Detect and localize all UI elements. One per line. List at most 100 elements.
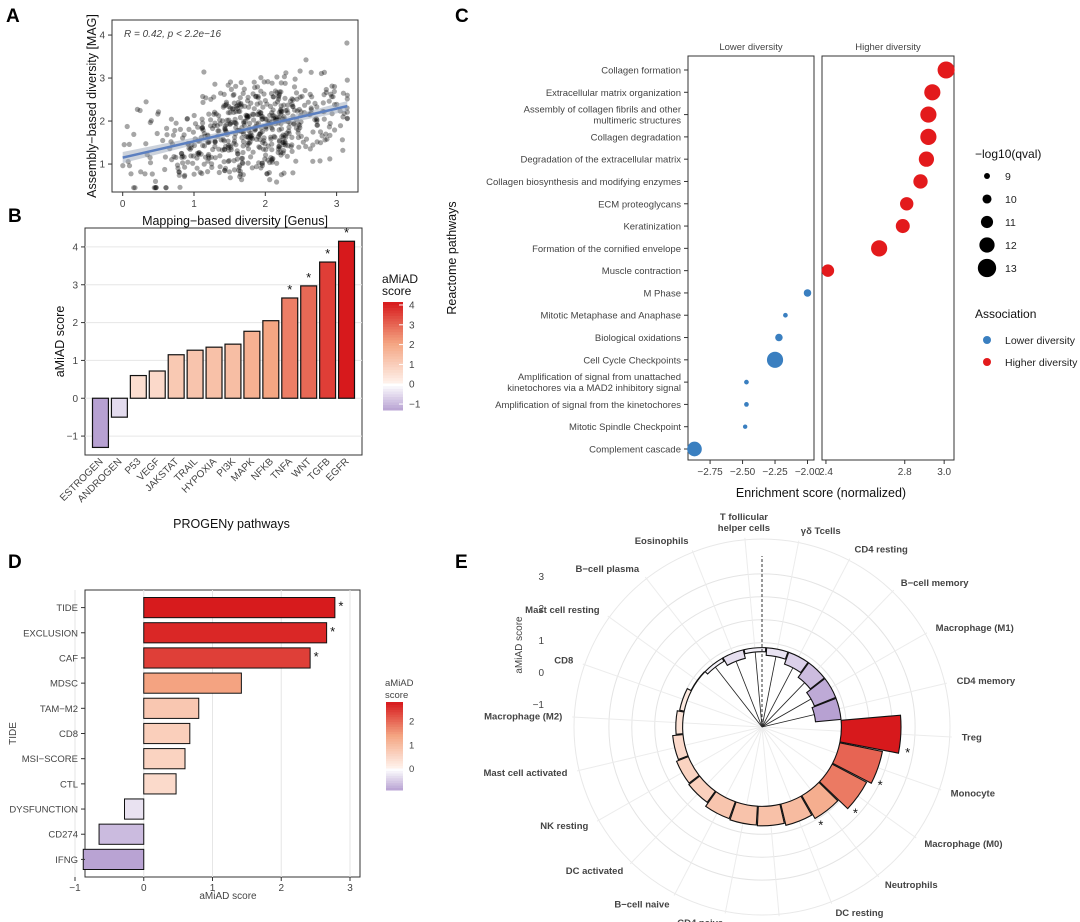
data-point — [285, 110, 291, 116]
colorbar-step — [383, 391, 403, 395]
data-point — [268, 155, 274, 161]
data-point — [290, 103, 296, 109]
data-point — [270, 107, 276, 113]
legend-title: aMiAD — [385, 678, 414, 689]
data-point — [276, 144, 282, 150]
data-point — [231, 167, 238, 173]
colorbar-step — [383, 315, 403, 319]
cell-type-label: B−cell memory — [901, 578, 970, 589]
colorbar-step — [386, 758, 403, 762]
data-point — [198, 151, 204, 157]
data-point — [344, 92, 350, 98]
pathway-dot — [744, 402, 749, 407]
data-point — [221, 138, 227, 144]
data-point — [222, 168, 228, 174]
pathway-label: Complement cascade — [589, 445, 681, 456]
panel-letter-c: C — [455, 6, 469, 27]
angular-gridline — [582, 663, 763, 728]
data-point — [274, 99, 281, 105]
colorbar-step — [386, 711, 403, 715]
data-point — [261, 138, 267, 144]
bar-estrogen — [91, 397, 110, 449]
colorbar-step — [386, 768, 403, 771]
colorbar-step — [383, 404, 403, 408]
data-point — [190, 153, 196, 159]
data-point — [344, 116, 350, 122]
data-point — [155, 111, 161, 117]
data-point — [340, 90, 346, 96]
data-point — [177, 184, 183, 190]
data-point — [323, 131, 329, 137]
data-point — [283, 107, 289, 114]
data-point — [327, 156, 333, 162]
x-tick-label: 0 — [141, 883, 147, 894]
data-point — [220, 104, 226, 110]
data-point — [208, 117, 214, 123]
colorbar-label: 0 — [409, 764, 414, 775]
data-point — [221, 147, 228, 153]
cell-type-label: CD4 naive — [677, 918, 723, 922]
data-point — [225, 82, 231, 88]
data-point — [233, 142, 239, 148]
data-point — [241, 86, 247, 92]
data-point — [331, 88, 337, 95]
data-point — [216, 113, 222, 119]
data-point — [270, 156, 276, 162]
facet-label-lower: Lower diversity — [719, 42, 783, 53]
data-point — [320, 100, 326, 106]
data-point — [279, 108, 285, 114]
data-point — [269, 159, 275, 165]
data-point — [248, 135, 255, 141]
data-point — [152, 185, 158, 191]
cell-type-label: CD4 memory — [957, 676, 1016, 687]
data-point — [340, 114, 346, 120]
data-point — [265, 143, 271, 149]
data-point — [308, 69, 314, 75]
data-point — [295, 130, 301, 136]
significance-star: * — [306, 270, 311, 285]
data-point — [254, 101, 260, 107]
data-point — [297, 122, 303, 128]
colorbar-step — [386, 777, 403, 781]
data-point — [216, 128, 222, 134]
data-point — [275, 149, 281, 156]
data-point — [200, 93, 206, 100]
data-point — [235, 151, 241, 157]
data-point — [321, 69, 327, 75]
data-point — [251, 117, 257, 123]
data-point — [269, 141, 275, 147]
data-point — [217, 121, 223, 127]
colorbar-step — [383, 366, 403, 370]
colorbar-step — [386, 785, 403, 789]
pathway-label: Formation of the cornified envelope — [532, 244, 681, 255]
cell-type-label: Mast cell activated — [483, 768, 567, 779]
data-point — [245, 160, 251, 166]
colorbar-step — [386, 714, 403, 718]
data-point — [314, 122, 321, 128]
colorbar-step — [383, 380, 403, 384]
legend-title: score — [382, 284, 412, 298]
size-legend: −log10(qval) 9 10 11 12 13 — [975, 147, 1041, 278]
bar-hypoxia — [205, 346, 223, 399]
data-point — [274, 114, 280, 120]
colorbar-step — [386, 743, 403, 747]
data-point — [312, 117, 318, 123]
data-point — [176, 172, 182, 178]
data-point — [247, 120, 253, 126]
data-point — [220, 118, 226, 124]
cell-type-label: Macrophage (M2) — [484, 712, 562, 723]
data-point — [237, 174, 243, 180]
data-point — [226, 158, 232, 164]
y-axis-label: aMiAD score — [53, 306, 67, 378]
data-point — [314, 139, 320, 145]
data-point — [247, 139, 253, 145]
data-point — [314, 117, 320, 123]
data-point — [258, 75, 264, 81]
data-point — [186, 126, 192, 132]
pathway-dot — [821, 264, 835, 277]
data-point — [282, 95, 288, 101]
x-tick-label: 1 — [210, 883, 216, 894]
data-point — [270, 94, 276, 100]
data-point — [310, 129, 316, 135]
